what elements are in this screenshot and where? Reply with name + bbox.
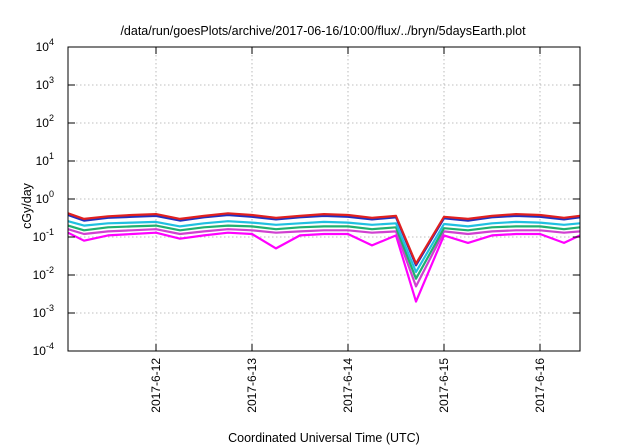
- y-tick-base: 10: [36, 154, 50, 168]
- y-axis-label: cGy/day: [20, 182, 34, 229]
- y-tick-base: 10: [36, 116, 50, 130]
- y-tick-base: 10: [33, 344, 47, 358]
- y-tick-exponent: 4: [49, 37, 54, 47]
- series-layer: [67, 212, 581, 303]
- y-tick-base: 10: [33, 230, 47, 244]
- x-tick-label: 2017-6-15: [437, 358, 451, 413]
- y-tick-label: 100: [36, 189, 54, 206]
- y-tick-exponent: -4: [46, 341, 54, 351]
- y-tick-base: 10: [36, 78, 50, 92]
- series-line: [67, 231, 581, 303]
- grid-layer: [68, 47, 580, 351]
- y-tick-base: 10: [36, 40, 50, 54]
- y-tick-base: 10: [33, 306, 47, 320]
- series-line: [67, 220, 581, 274]
- y-tick-exponent: -2: [46, 265, 54, 275]
- y-tick-label: 101: [36, 151, 54, 168]
- series-line: [67, 228, 581, 288]
- x-axis-ticks: 2017-6-12 2017-6-13 2017-6-14 2017-6-15 2017…: [149, 47, 547, 413]
- x-tick-label: 2017-6-16: [533, 358, 547, 413]
- y-tick-label: 10-4: [33, 341, 54, 358]
- y-tick-exponent: 2: [49, 113, 54, 123]
- y-tick-exponent: -1: [46, 227, 54, 237]
- y-tick-exponent: 3: [49, 75, 54, 85]
- series-line: [67, 213, 581, 267]
- y-tick-label: 103: [36, 75, 54, 92]
- x-axis-label: Coordinated Universal Time (UTC): [228, 431, 420, 445]
- series-line: [67, 224, 581, 280]
- x-tick-label: 2017-6-13: [245, 358, 259, 413]
- x-tick-label: 2017-6-12: [149, 358, 163, 413]
- y-tick-base: 10: [36, 192, 50, 206]
- y-tick-exponent: -3: [46, 303, 54, 313]
- series-line: [67, 212, 581, 265]
- x-tick-label: 2017-6-14: [341, 358, 355, 413]
- y-tick-exponent: 1: [49, 151, 54, 161]
- chart-title: /data/run/goesPlots/archive/2017-06-16/1…: [120, 24, 526, 38]
- y-tick-exponent: 0: [49, 189, 54, 199]
- y-tick-label: 10-3: [33, 303, 54, 320]
- y-tick-label: 10-2: [33, 265, 54, 282]
- y-tick-label: 102: [36, 113, 54, 130]
- y-tick-label: 104: [36, 37, 54, 54]
- y-tick-base: 10: [33, 268, 47, 282]
- y-tick-label: 10-1: [33, 227, 54, 244]
